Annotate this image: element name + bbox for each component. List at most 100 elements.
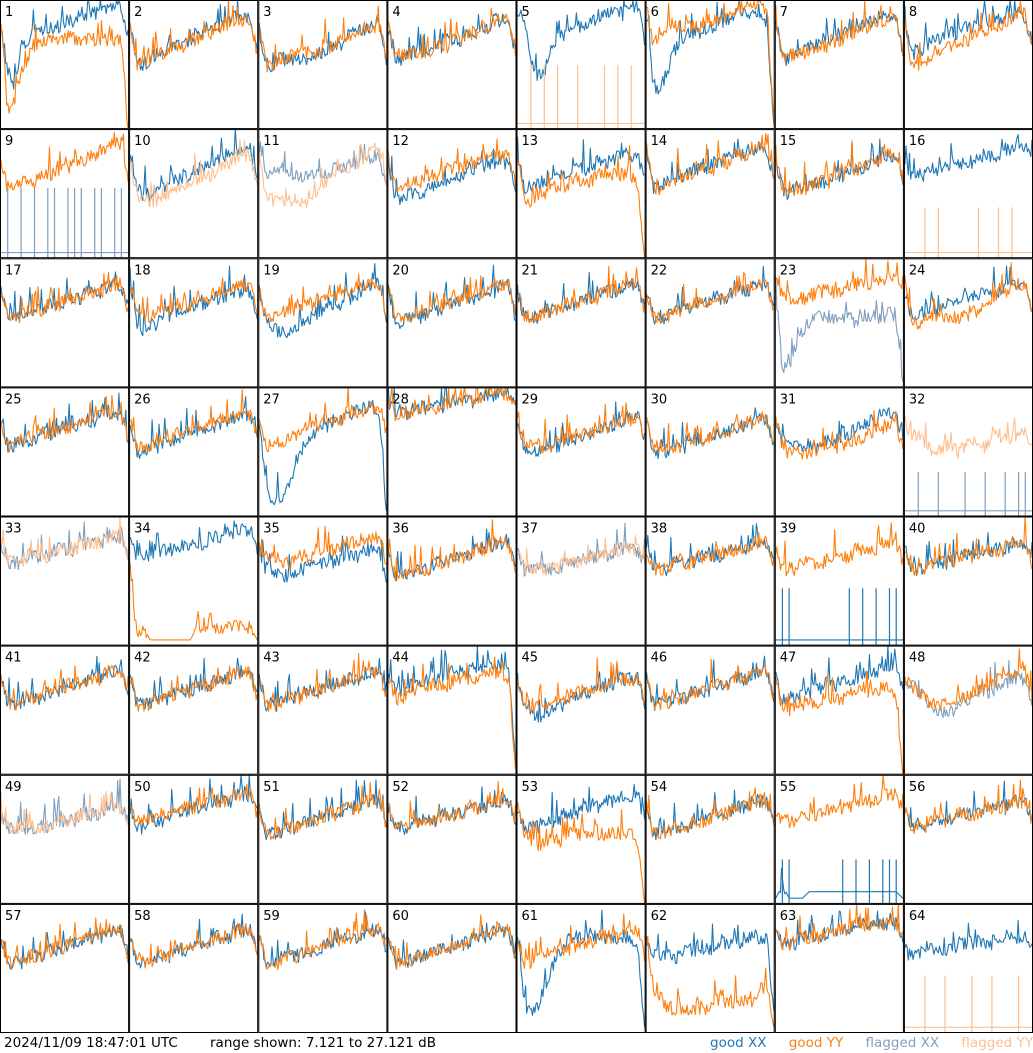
panel-number: 23 xyxy=(780,263,797,278)
panel-51: 51 xyxy=(258,774,388,904)
spikes-yy-panel-64 xyxy=(924,975,1020,1033)
series-yy-panel-61 xyxy=(516,913,646,970)
panel-number: 8 xyxy=(909,5,917,20)
series-xx-panel-1 xyxy=(0,0,129,90)
panel-number: 48 xyxy=(909,651,926,666)
series-yy-panel-31 xyxy=(775,410,904,460)
panel-26: 26 xyxy=(129,387,259,517)
series-xx-panel-48 xyxy=(904,659,1033,719)
panel-number: 33 xyxy=(5,522,22,537)
panel-37: 37 xyxy=(516,516,646,646)
panel-border xyxy=(645,0,775,130)
panel-border xyxy=(774,516,904,646)
panel-border xyxy=(774,903,904,1033)
series-xx-panel-16 xyxy=(904,134,1033,182)
panel-49: 49 xyxy=(0,774,130,904)
series-yy-panel-56 xyxy=(904,779,1033,835)
series-yy-panel-49 xyxy=(0,791,129,834)
series-xx-panel-61 xyxy=(516,909,646,1028)
series-xx-panel-31 xyxy=(775,407,904,454)
panel-61: 61 xyxy=(516,903,646,1033)
series-yy-panel-32 xyxy=(904,414,1033,460)
panel-number: 21 xyxy=(522,263,539,278)
series-yy-panel-13 xyxy=(516,145,646,259)
legend-flagged-yy: flagged YY xyxy=(961,1035,1033,1051)
panel-number: 49 xyxy=(5,780,22,795)
series-yy-panel-63 xyxy=(775,903,904,951)
series-yy-panel-40 xyxy=(904,516,1033,576)
series-yy-panel-45 xyxy=(516,657,645,713)
panel-border xyxy=(387,258,517,388)
series-yy-panel-52 xyxy=(387,780,517,830)
panel-number: 3 xyxy=(263,5,271,20)
spikes-xx-panel-55 xyxy=(781,859,897,904)
panel-number: 38 xyxy=(651,522,668,537)
panel-64: 64 xyxy=(903,903,1033,1033)
panel-border xyxy=(129,129,259,259)
panel-number: 58 xyxy=(134,909,151,924)
panel-29: 29 xyxy=(516,387,646,517)
series-yy-panel-7 xyxy=(775,0,904,62)
panel-border xyxy=(774,387,904,517)
panel-number: 14 xyxy=(651,134,668,149)
panel-number: 29 xyxy=(522,392,539,407)
panel-number: 17 xyxy=(5,263,22,278)
series-yy-panel-58 xyxy=(130,923,258,969)
panel-number: 56 xyxy=(909,780,926,795)
panel-border xyxy=(129,516,259,646)
panel-5: 5 xyxy=(516,0,646,130)
panel-number: 35 xyxy=(263,522,280,537)
panel-53: 53 xyxy=(516,774,646,904)
panel-41: 41 xyxy=(0,645,130,775)
panel-40: 40 xyxy=(903,516,1033,646)
panel-border xyxy=(645,645,775,775)
panel-59: 59 xyxy=(258,903,388,1033)
panel-number: 43 xyxy=(263,651,280,666)
series-xx-panel-20 xyxy=(387,264,517,330)
panel-border xyxy=(258,258,388,388)
panel-number: 6 xyxy=(651,5,659,20)
panel-number: 10 xyxy=(134,134,151,149)
panel-number: 64 xyxy=(909,909,926,924)
panel-12: 12 xyxy=(387,129,517,259)
panel-number: 34 xyxy=(134,522,151,537)
panel-number: 52 xyxy=(392,780,409,795)
series-yy-panel-12 xyxy=(387,138,517,193)
panel-23: 23 xyxy=(774,258,904,388)
panel-16: 16 xyxy=(903,129,1033,259)
series-xx-panel-17 xyxy=(0,271,129,322)
panel-number: 53 xyxy=(522,780,539,795)
legend-good-yy: good YY xyxy=(788,1035,844,1051)
panel-36: 36 xyxy=(387,516,517,646)
series-yy-panel-25 xyxy=(0,395,129,453)
series-yy-panel-36 xyxy=(387,519,517,582)
panel-44: 44 xyxy=(387,645,517,775)
panel-number: 27 xyxy=(263,392,280,407)
series-yy-panel-30 xyxy=(646,411,775,454)
series-xx-panel-53 xyxy=(517,783,646,834)
series-yy-panel-9 xyxy=(0,131,129,192)
series-yy-panel-38 xyxy=(646,532,775,576)
panel-number: 42 xyxy=(134,651,151,666)
panel-border xyxy=(0,903,130,1033)
panel-border xyxy=(129,258,259,388)
series-xx-panel-5 xyxy=(517,0,646,82)
series-xx-panel-64 xyxy=(904,920,1033,961)
series-yy-panel-28 xyxy=(387,387,517,422)
panel-6: 6 xyxy=(645,0,775,130)
series-yy-panel-8 xyxy=(904,0,1033,71)
panel-border xyxy=(0,129,130,259)
series-xx-panel-13 xyxy=(516,136,645,195)
series-yy-panel-33 xyxy=(0,517,129,567)
panel-number: 50 xyxy=(134,780,151,795)
panel-25: 25 xyxy=(0,387,130,517)
spikes-yy-panel-16 xyxy=(924,207,1013,259)
panel-number: 11 xyxy=(263,134,280,149)
panel-52: 52 xyxy=(387,774,517,904)
panel-border xyxy=(258,774,388,904)
panel-number: 4 xyxy=(392,5,400,20)
panel-border xyxy=(645,129,775,259)
series-xx-panel-47 xyxy=(775,645,904,705)
panel-17: 17 xyxy=(0,258,130,388)
